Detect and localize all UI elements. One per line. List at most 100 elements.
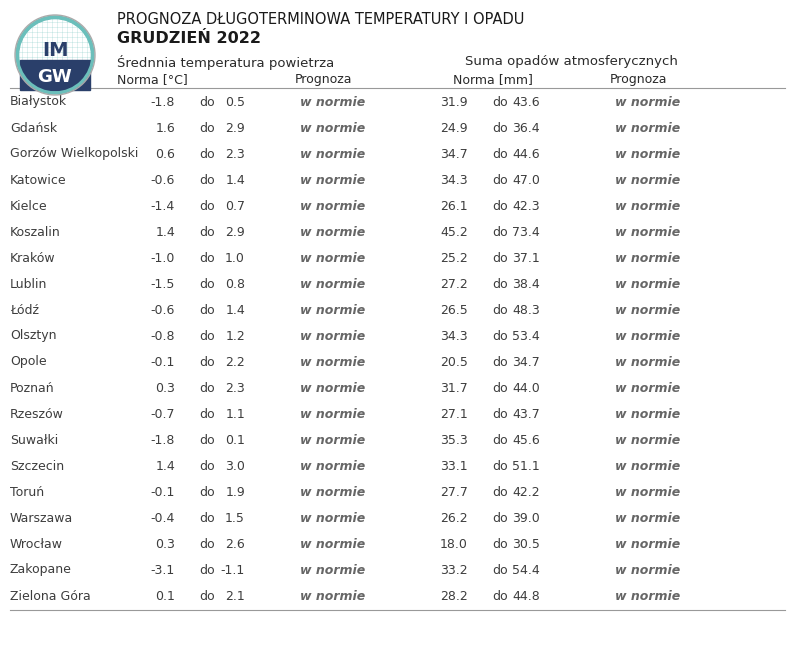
Text: do: do	[492, 96, 508, 109]
Text: 20.5: 20.5	[440, 355, 468, 368]
Text: w normie: w normie	[300, 329, 366, 342]
Text: 18.0: 18.0	[440, 538, 468, 551]
Text: do: do	[199, 381, 215, 395]
Text: w normie: w normie	[615, 486, 680, 499]
Text: w normie: w normie	[615, 225, 680, 238]
Text: w normie: w normie	[300, 538, 366, 551]
Text: 34.7: 34.7	[440, 148, 468, 161]
Text: w normie: w normie	[300, 148, 366, 161]
Text: 0.5: 0.5	[225, 96, 245, 109]
Text: do: do	[492, 408, 508, 421]
Text: 38.4: 38.4	[512, 277, 540, 290]
Circle shape	[17, 17, 93, 93]
Text: 1.2: 1.2	[226, 329, 245, 342]
Circle shape	[20, 20, 90, 90]
Text: w normie: w normie	[300, 277, 366, 290]
Text: 34.3: 34.3	[440, 329, 468, 342]
Text: w normie: w normie	[615, 277, 680, 290]
Text: 39.0: 39.0	[512, 512, 540, 525]
Text: GRUDZIEŃ 2022: GRUDZIEŃ 2022	[117, 31, 261, 46]
Text: 0.8: 0.8	[225, 277, 245, 290]
Text: Poznań: Poznań	[10, 381, 54, 395]
Text: 1.4: 1.4	[226, 303, 245, 316]
Text: Szczecin: Szczecin	[10, 460, 64, 473]
Text: 1.6: 1.6	[155, 122, 175, 135]
Text: -1.1: -1.1	[221, 564, 245, 577]
Text: do: do	[492, 486, 508, 499]
Text: -0.1: -0.1	[150, 486, 175, 499]
Text: 0.7: 0.7	[225, 199, 245, 212]
Text: do: do	[199, 148, 215, 161]
Text: 2.6: 2.6	[226, 538, 245, 551]
Text: Warszawa: Warszawa	[10, 512, 74, 525]
Text: do: do	[492, 303, 508, 316]
Text: 2.3: 2.3	[226, 148, 245, 161]
Text: w normie: w normie	[615, 590, 680, 602]
Text: 2.3: 2.3	[226, 381, 245, 395]
Text: 34.3: 34.3	[440, 174, 468, 186]
Text: 33.1: 33.1	[440, 460, 468, 473]
Text: -0.7: -0.7	[150, 408, 175, 421]
Text: w normie: w normie	[300, 460, 366, 473]
Text: 44.8: 44.8	[512, 590, 540, 602]
Text: w normie: w normie	[615, 564, 680, 577]
Text: do: do	[199, 355, 215, 368]
Text: 1.4: 1.4	[155, 460, 175, 473]
Text: do: do	[492, 538, 508, 551]
Text: -0.4: -0.4	[150, 512, 175, 525]
Text: 27.2: 27.2	[440, 277, 468, 290]
Text: 2.1: 2.1	[226, 590, 245, 602]
Text: w normie: w normie	[300, 486, 366, 499]
Text: 28.2: 28.2	[440, 590, 468, 602]
Text: 43.6: 43.6	[512, 96, 540, 109]
Text: IM: IM	[42, 40, 68, 59]
Text: Rzeszów: Rzeszów	[10, 408, 64, 421]
Text: 31.7: 31.7	[440, 381, 468, 395]
Text: 36.4: 36.4	[512, 122, 540, 135]
Text: PROGNOZA DŁUGOTERMINOWA TEMPERATURY I OPADU: PROGNOZA DŁUGOTERMINOWA TEMPERATURY I OP…	[117, 12, 524, 27]
Text: w normie: w normie	[300, 251, 366, 264]
Text: Lublin: Lublin	[10, 277, 47, 290]
Text: Koszalin: Koszalin	[10, 225, 61, 238]
Text: do: do	[492, 381, 508, 395]
Text: Olsztyn: Olsztyn	[10, 329, 57, 342]
Text: do: do	[492, 174, 508, 186]
Text: 37.1: 37.1	[512, 251, 540, 264]
Text: -0.1: -0.1	[150, 355, 175, 368]
Text: do: do	[199, 408, 215, 421]
Text: do: do	[199, 251, 215, 264]
Text: do: do	[199, 174, 215, 186]
Text: do: do	[492, 434, 508, 447]
Text: Średnnia temperatura powietrza: Średnnia temperatura powietrza	[117, 55, 334, 70]
Text: w normie: w normie	[615, 329, 680, 342]
Text: w normie: w normie	[300, 590, 366, 602]
Text: Opole: Opole	[10, 355, 46, 368]
Text: w normie: w normie	[615, 512, 680, 525]
Text: w normie: w normie	[615, 122, 680, 135]
Text: w normie: w normie	[615, 434, 680, 447]
Text: do: do	[492, 122, 508, 135]
Text: 35.3: 35.3	[440, 434, 468, 447]
Text: do: do	[199, 329, 215, 342]
Text: do: do	[492, 590, 508, 602]
Text: do: do	[492, 512, 508, 525]
Text: 51.1: 51.1	[512, 460, 540, 473]
Text: Norma [mm]: Norma [mm]	[453, 73, 533, 86]
Text: w normie: w normie	[615, 460, 680, 473]
Text: w normie: w normie	[300, 564, 366, 577]
Text: 0.1: 0.1	[225, 434, 245, 447]
Text: Prognoza: Prognoza	[295, 73, 353, 86]
Text: 33.2: 33.2	[440, 564, 468, 577]
Text: 30.5: 30.5	[512, 538, 540, 551]
Text: GW: GW	[38, 68, 72, 86]
Text: w normie: w normie	[615, 538, 680, 551]
Text: 2.9: 2.9	[226, 122, 245, 135]
Text: 26.2: 26.2	[440, 512, 468, 525]
Text: w normie: w normie	[300, 96, 366, 109]
Text: w normie: w normie	[300, 408, 366, 421]
Text: Zakopane: Zakopane	[10, 564, 72, 577]
Text: 3.0: 3.0	[225, 460, 245, 473]
Text: do: do	[199, 96, 215, 109]
Text: 25.2: 25.2	[440, 251, 468, 264]
Text: 0.1: 0.1	[155, 590, 175, 602]
